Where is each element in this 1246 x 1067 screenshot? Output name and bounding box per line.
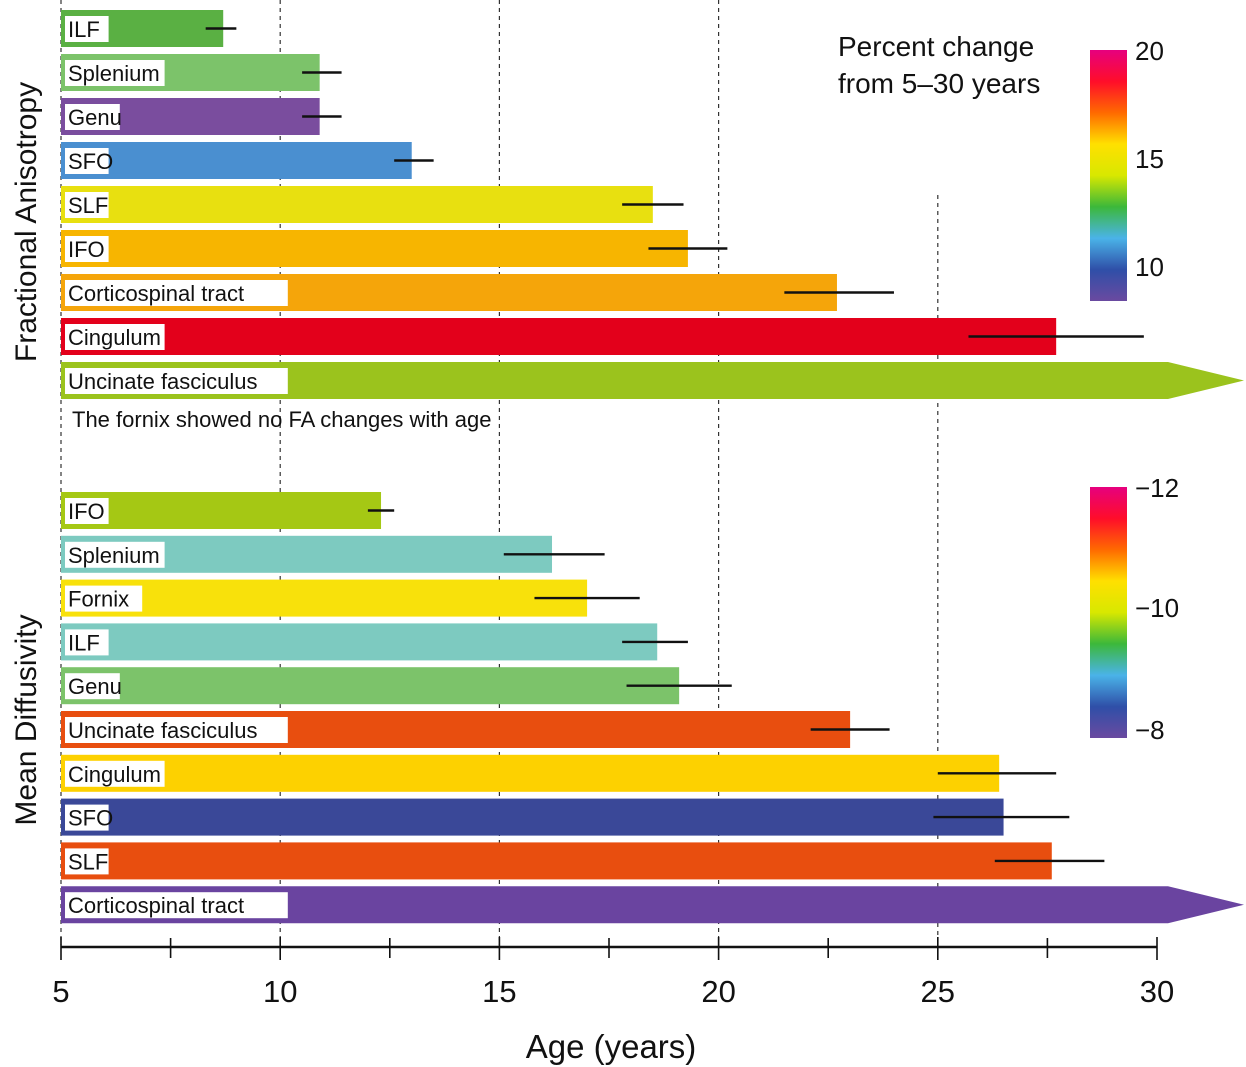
- bar-label-bg: [65, 148, 109, 174]
- tick-label: 10: [263, 974, 297, 1009]
- bar-fractional-anisotropy-ifo: [61, 230, 688, 267]
- bar-label-bg: [65, 60, 165, 86]
- bar-label-bg: [65, 892, 288, 919]
- bar-label-bg: [65, 280, 288, 306]
- bar-label-bg: [65, 760, 165, 787]
- bar-fractional-anisotropy-cingulum: [61, 318, 1057, 355]
- bar-label-bg: [65, 673, 120, 700]
- bar-label: Cingulum: [68, 325, 161, 350]
- bars: ILF Splenium Genu SFO SLF IFO Corticospinal tr…: [61, 10, 1244, 924]
- colorbar-tick: −8: [1135, 715, 1165, 745]
- bar-label-bg: [65, 629, 109, 656]
- bar-label: SFO: [68, 806, 113, 831]
- colorbar-tick: 10: [1135, 252, 1164, 282]
- bar-label: Corticospinal tract: [68, 281, 244, 306]
- colorbar-title-line1: Percent change: [838, 31, 1034, 62]
- bar-label-bg: [65, 16, 109, 42]
- bar-label: Genu: [68, 674, 122, 699]
- y-axis-label-0: Fractional Anisotropy: [10, 82, 43, 362]
- bar-mean-diffusivity-corticospinal-tract: [61, 886, 1244, 924]
- bar-fractional-anisotropy-sfo: [61, 142, 412, 179]
- colorbar-tick: 20: [1135, 36, 1164, 66]
- bar-label: Splenium: [68, 61, 160, 86]
- bar-label-bg: [65, 848, 109, 875]
- bar-label-bg: [65, 541, 165, 568]
- bar-fractional-anisotropy-slf: [61, 186, 653, 223]
- bar-label: Fornix: [68, 587, 129, 612]
- bar-label: Splenium: [68, 543, 160, 568]
- bar-label-bg: [65, 585, 143, 612]
- bar-mean-diffusivity-ilf: [61, 623, 658, 661]
- colorbar-tick: 15: [1135, 144, 1164, 174]
- x-axis-label: Age (years): [526, 1028, 697, 1065]
- bar-label-bg: [65, 368, 288, 394]
- bar-label: SFO: [68, 149, 113, 174]
- bar-label: SLF: [68, 849, 108, 874]
- tick-label: 15: [482, 974, 516, 1009]
- bar-label-bg: [65, 717, 288, 743]
- tick-label: 25: [921, 974, 955, 1009]
- bar-mean-diffusivity-ifo: [61, 492, 382, 529]
- tick-label: 5: [52, 974, 69, 1009]
- bar-label: ILF: [68, 630, 100, 655]
- colorbar-1: [1090, 487, 1127, 738]
- bar-label: SLF: [68, 193, 108, 218]
- bar-mean-diffusivity-genu: [61, 667, 680, 705]
- titles: Fractional Anisotropy The fornix showed n…: [10, 82, 491, 826]
- bar-label-bg: [65, 236, 109, 262]
- bar-mean-diffusivity-fornix: [61, 579, 588, 617]
- colorbar-tick: −12: [1135, 473, 1179, 503]
- colorbar-tick: −10: [1135, 593, 1179, 623]
- bar-label: Genu: [68, 105, 122, 130]
- bar-label: IFO: [68, 499, 105, 524]
- tick-label: 20: [701, 974, 735, 1009]
- bar-mean-diffusivity-sfo: [61, 798, 1004, 836]
- bar-label: ILF: [68, 17, 100, 42]
- bar-mean-diffusivity-cingulum: [61, 754, 1000, 792]
- bar-fractional-anisotropy-uncinate-fasciculus: [61, 362, 1244, 399]
- bar-label: IFO: [68, 237, 105, 262]
- x-axis: 5 10 15 20 25 30 Age (years): [52, 937, 1174, 1065]
- bar-label: Corticospinal tract: [68, 893, 244, 918]
- bar-label-bg: [65, 192, 109, 218]
- bar-label-bg: [65, 324, 165, 350]
- colorbar-title-line2: from 5–30 years: [838, 68, 1040, 99]
- bar-mean-diffusivity-slf: [61, 842, 1052, 880]
- fornix-note: The fornix showed no FA changes with age: [72, 407, 491, 432]
- tick-label: 30: [1140, 974, 1174, 1009]
- bar-label-bg: [65, 804, 109, 831]
- y-axis-label-1: Mean Diffusivity: [10, 614, 43, 825]
- bar-label-bg: [65, 104, 120, 130]
- bar-label: Cingulum: [68, 762, 161, 787]
- bar-label-bg: [65, 498, 109, 524]
- bar-label: Uncinate fasciculus: [68, 718, 258, 743]
- bar-label: Uncinate fasciculus: [68, 369, 258, 394]
- colorbars: Percent change from 5–30 years 20 15 10 −12 −1…: [838, 31, 1179, 745]
- colorbar-0: [1090, 50, 1127, 301]
